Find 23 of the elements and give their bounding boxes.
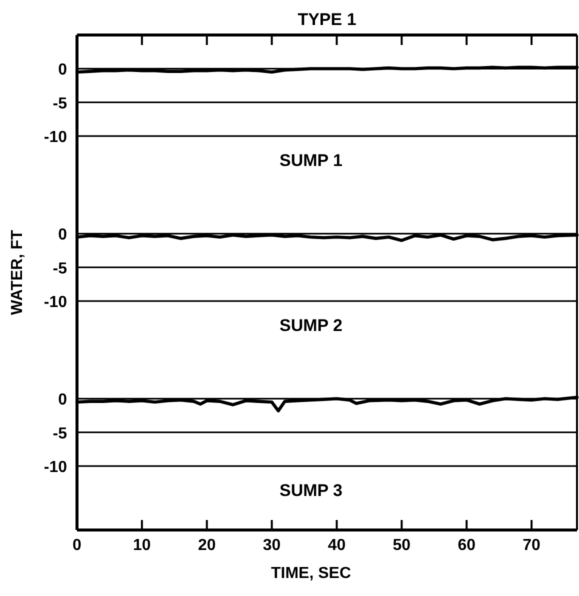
x-tick-label: 10 [133, 537, 151, 554]
x-tick-label: 0 [72, 537, 82, 554]
x-tick-label: 60 [458, 537, 476, 554]
y-tick-label: -10 [44, 459, 68, 476]
y-tick-label: -5 [52, 260, 68, 278]
x-tick-label: 50 [392, 537, 411, 554]
x-tick-label: 70 [522, 537, 541, 554]
y-tick-label: -5 [52, 425, 68, 442]
y-tick-label: 0 [58, 62, 68, 79]
y-tick-label: -10 [44, 294, 68, 312]
annotation: SUMP 3 [280, 481, 342, 500]
y-tick-label: -5 [52, 95, 68, 112]
annotation: SUMP 1 [280, 151, 342, 170]
x-axis-title: TIME, SEC [270, 565, 352, 582]
x-tick-label: 40 [328, 537, 346, 554]
annotation: SUMP 2 [280, 316, 342, 336]
y-tick-label: 0 [58, 392, 68, 409]
x-tick-label: 30 [262, 537, 281, 554]
x-tick-label: 20 [198, 537, 216, 554]
chart-title: TYPE 1 [298, 10, 356, 29]
y-axis-title: WATER, FT [9, 230, 26, 316]
y-tick-label: -10 [44, 129, 68, 146]
y-tick-label: 0 [58, 226, 68, 244]
